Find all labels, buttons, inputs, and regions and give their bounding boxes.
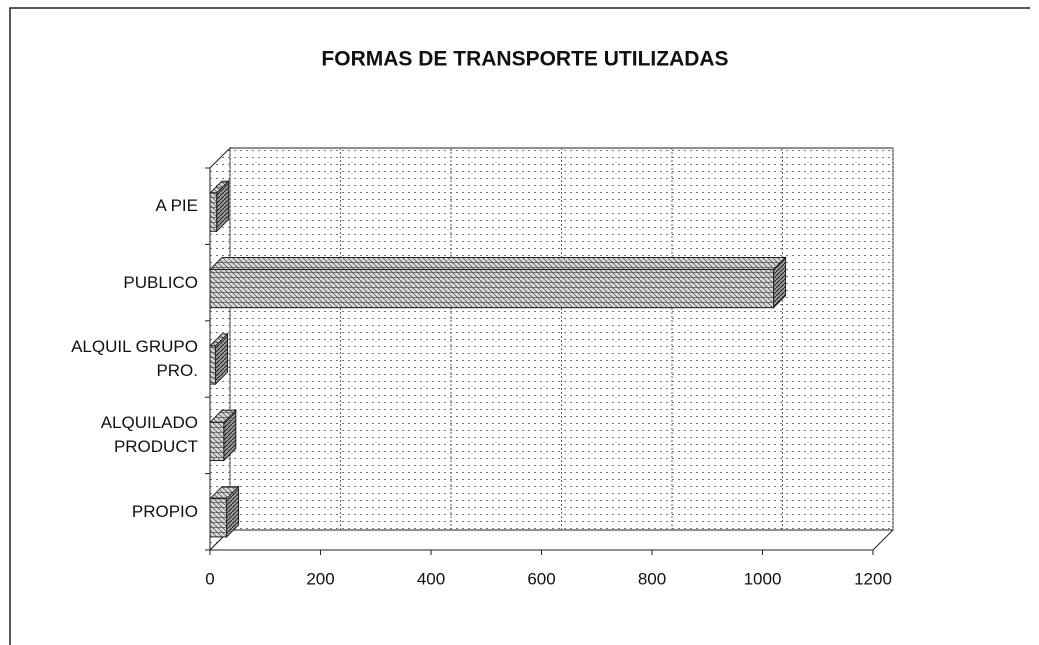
x-tick-label: 1200 — [854, 569, 892, 588]
bar-front — [209, 269, 775, 309]
y-tick-label: ALQUIL GRUPO PRO. — [71, 337, 198, 380]
bar-front — [209, 421, 225, 461]
x-tick-label: 600 — [527, 569, 555, 588]
bar-front — [209, 498, 228, 538]
bar — [208, 485, 240, 539]
x-tick-label: 0 — [205, 569, 214, 588]
x-tick-label: 400 — [417, 569, 445, 588]
y-tick-label: PUBLICO — [123, 272, 198, 292]
x-tick-label: 800 — [638, 569, 666, 588]
y-tick-label: PROPIO — [131, 501, 198, 521]
y-tick-label: ALQUILADO PRODUCT — [100, 413, 198, 457]
y-tick-label: A PIE — [155, 196, 198, 216]
frame — [9, 7, 1030, 645]
x-tick-label: 1000 — [744, 569, 782, 588]
bar-front — [209, 192, 218, 232]
bar — [208, 179, 230, 233]
bar-top — [208, 257, 787, 270]
plot-area: 0 200 400 600 800 1000 1200 — [205, 146, 895, 588]
bar-front — [209, 345, 217, 385]
chart-title: FORMAS DE TRANSPORTE UTILIZADAS — [321, 48, 728, 71]
bar — [208, 256, 787, 309]
floor — [208, 529, 895, 551]
bar — [208, 332, 229, 386]
x-tick-label: 200 — [306, 569, 334, 588]
bar — [208, 409, 238, 462]
